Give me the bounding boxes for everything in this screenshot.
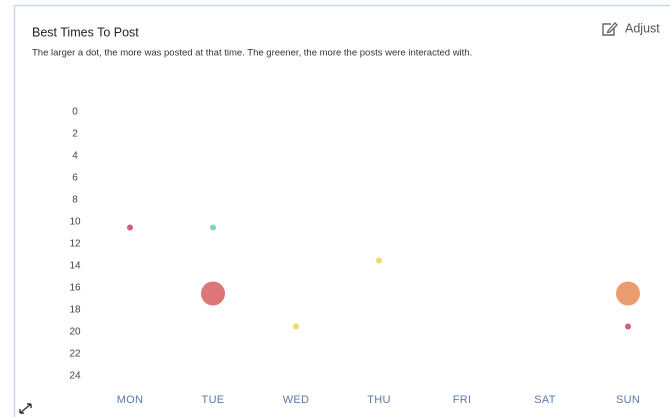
x-tick-label: FRI (453, 394, 472, 406)
adjust-icon (602, 23, 615, 36)
adjust-button[interactable]: Adjust (602, 21, 660, 36)
x-tick-label: WED (283, 394, 310, 406)
x-tick-label: MON (117, 394, 144, 406)
bubble (616, 281, 640, 306)
y-tick-label: 20 (69, 327, 81, 338)
bubble (376, 257, 382, 264)
y-tick-label: 18 (69, 305, 81, 316)
y-tick-label: 14 (69, 261, 81, 272)
resize-handle[interactable] (19, 403, 32, 414)
x-tick-label: SAT (534, 394, 555, 406)
bubble (127, 224, 133, 231)
y-tick-label: 8 (72, 195, 78, 206)
card-border (13, 4, 670, 417)
chart-subtitle: The larger a dot, the more was posted at… (32, 48, 472, 59)
x-tick-label: THU (367, 394, 391, 406)
adjust-label[interactable]: Adjust (625, 21, 660, 35)
adjust-icon-pen (606, 22, 618, 34)
bubble (625, 323, 631, 330)
bubble (201, 281, 225, 306)
y-tick-label: 6 (72, 173, 78, 184)
y-tick-label: 0 (72, 107, 78, 118)
x-tick-label: TUE (202, 394, 225, 406)
chart-title: Best Times To Post (32, 25, 139, 39)
x-tick-label: SUN (616, 394, 640, 406)
y-tick-label: 22 (69, 349, 81, 360)
y-tick-label: 12 (69, 239, 81, 250)
bubble (293, 323, 299, 330)
bubble (210, 224, 216, 231)
y-tick-label: 4 (72, 151, 78, 162)
y-tick-label: 2 (72, 129, 78, 140)
y-tick-label: 24 (69, 371, 81, 382)
y-tick-label: 16 (69, 283, 81, 294)
y-tick-label: 10 (69, 217, 81, 228)
